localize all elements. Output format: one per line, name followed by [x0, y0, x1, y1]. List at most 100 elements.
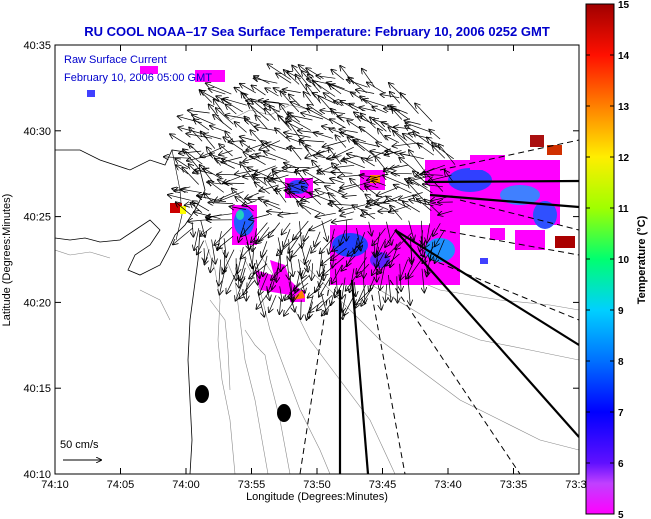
current-vector	[390, 206, 403, 220]
current-vector	[316, 212, 336, 217]
current-vector	[314, 231, 321, 247]
current-vector	[333, 146, 354, 157]
current-vector	[206, 83, 232, 95]
current-vector	[408, 220, 414, 240]
y-tick-label: 40:15	[23, 383, 51, 395]
current-vector	[293, 220, 309, 240]
current-vector	[189, 144, 202, 157]
current-vector	[194, 228, 200, 250]
current-vector	[432, 143, 454, 160]
x-tick-label: 73:35	[500, 479, 528, 491]
current-vector	[251, 222, 268, 243]
current-vector	[288, 232, 303, 253]
current-vector	[399, 192, 423, 200]
map-title: RU COOL NOAA–17 Sea Surface Temperature:…	[84, 24, 550, 39]
current-vector	[194, 119, 210, 131]
current-vector	[361, 284, 375, 306]
current-vector	[230, 207, 246, 210]
current-vector	[290, 146, 302, 161]
current-vector	[209, 181, 225, 193]
colorbar	[585, 3, 615, 515]
current-vector	[284, 133, 311, 138]
current-vector	[264, 202, 281, 210]
current-vector	[348, 77, 367, 94]
current-vector	[268, 272, 276, 293]
current-vector	[288, 248, 293, 276]
y-tick-label: 40:25	[23, 212, 51, 224]
current-vector	[248, 104, 269, 121]
current-vector	[232, 189, 247, 204]
legend-line-1: Raw Surface Current	[64, 54, 167, 66]
x-tick-label: 74:10	[41, 479, 69, 491]
x-tick-label: 73:55	[238, 479, 266, 491]
current-vector	[313, 81, 336, 97]
current-vector	[385, 228, 398, 247]
current-vector	[390, 165, 408, 168]
current-vector	[354, 282, 355, 296]
current-vector	[210, 126, 226, 132]
current-vector	[235, 122, 247, 133]
current-vector	[369, 276, 376, 291]
current-vector	[219, 259, 221, 286]
colorbar-tick-label: 5	[618, 510, 624, 519]
current-vector	[372, 250, 386, 276]
current-vector	[211, 239, 216, 264]
current-vector	[256, 228, 276, 244]
current-vector	[346, 275, 357, 291]
current-vector	[386, 197, 412, 210]
colorbar-tick-label: 8	[618, 357, 624, 368]
current-vector	[312, 161, 326, 176]
current-vector	[210, 257, 212, 273]
current-vector	[317, 294, 333, 310]
current-vector	[197, 240, 205, 255]
current-vector	[332, 241, 344, 251]
current-vector	[294, 275, 310, 290]
current-vector	[431, 195, 453, 201]
current-vector	[209, 89, 226, 95]
current-vector	[435, 229, 445, 246]
current-vector	[423, 184, 443, 187]
current-vector	[183, 149, 203, 165]
current-vector	[187, 154, 212, 161]
current-vector	[305, 245, 312, 264]
current-vector	[427, 254, 431, 277]
current-vector	[331, 172, 353, 173]
current-vector	[249, 214, 269, 219]
current-vector	[307, 109, 331, 122]
current-vector	[342, 277, 345, 299]
current-vector	[316, 76, 336, 79]
current-vector	[268, 64, 291, 80]
current-vector	[385, 283, 387, 302]
current-vector	[302, 259, 312, 279]
current-vector	[280, 246, 281, 271]
colorbar-tick-label: 13	[618, 102, 630, 113]
current-vector	[236, 276, 246, 300]
current-vector	[406, 123, 433, 133]
colorbar-tick-label: 12	[618, 153, 630, 164]
current-vector	[255, 182, 270, 195]
current-vector	[311, 241, 321, 252]
current-vector	[309, 300, 324, 312]
current-vector	[320, 236, 335, 253]
current-vector	[299, 273, 305, 292]
x-tick-label: 73:40	[434, 479, 462, 491]
current-vector	[276, 255, 281, 282]
current-vector	[335, 135, 347, 148]
current-vector	[188, 110, 210, 113]
current-vector	[386, 253, 400, 266]
current-vector	[263, 255, 268, 276]
current-vector	[289, 95, 300, 106]
current-vector	[237, 246, 244, 273]
current-vector	[259, 184, 279, 191]
current-vector	[252, 86, 266, 96]
current-vector	[276, 189, 287, 203]
current-vector	[292, 235, 310, 257]
current-vector	[362, 210, 375, 220]
current-vector	[350, 179, 365, 193]
coastline-south	[187, 229, 201, 474]
current-vector	[359, 232, 366, 248]
current-vector	[406, 264, 413, 279]
current-vector	[319, 277, 331, 297]
current-vector	[314, 133, 333, 139]
